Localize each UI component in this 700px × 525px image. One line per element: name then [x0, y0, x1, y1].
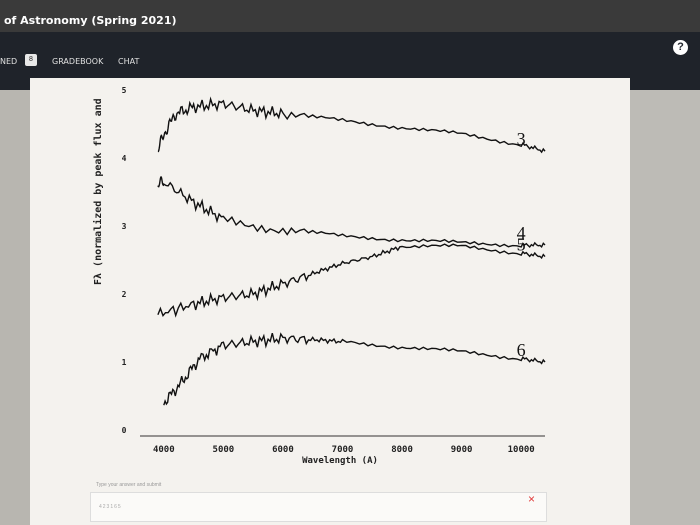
nav-item-chat[interactable]: CHAT: [118, 57, 140, 66]
window-titlebar: of Astronomy (Spring 2021): [0, 0, 700, 32]
y-tick-label: 0: [122, 426, 127, 435]
series-label-5: 5: [517, 235, 526, 255]
answer-hint: Type your answer and submit: [96, 482, 162, 488]
y-tick-label: 3: [122, 222, 127, 231]
left-edge-panel: [0, 90, 30, 525]
x-tick-label: 7000: [332, 445, 354, 455]
series-label-4: 4: [517, 223, 526, 243]
x-tick-label: 8000: [391, 445, 413, 455]
x-tick-label: 5000: [213, 445, 235, 455]
x-tick-label: 10000: [508, 445, 535, 455]
y-axis-label: Fλ (normalized by peak flux and: [92, 98, 104, 285]
nav-count-badge: 8: [25, 54, 37, 66]
series-label-6: 6: [517, 340, 526, 360]
window-title: of Astronomy (Spring 2021): [4, 14, 177, 27]
spectrum-line-5: [157, 243, 546, 318]
y-tick-label: 5: [122, 86, 127, 95]
spectrum-line-4: [157, 176, 546, 249]
right-edge-panel: [630, 90, 700, 525]
y-tick-label: 4: [122, 154, 127, 163]
y-tick-label: 1: [122, 358, 127, 367]
answer-value: 423165: [99, 504, 122, 510]
spectrum-line-6: [163, 332, 546, 406]
y-tick-label: 2: [122, 290, 127, 299]
nav-item-gradebook[interactable]: GRADEBOOK: [52, 57, 104, 66]
spectra-chart: 4000 5000 6000 7000 8000 9000 100000123453456 …: [92, 86, 546, 466]
question-panel: [30, 78, 630, 525]
x-tick-label: 6000: [272, 445, 294, 455]
clear-icon[interactable]: ×: [528, 492, 536, 506]
x-axis-label: Wavelength (A): [302, 456, 378, 466]
x-tick-label: 4000: [153, 445, 175, 455]
series-label-3: 3: [517, 129, 526, 149]
spectrum-line-3: [157, 96, 546, 154]
help-icon[interactable]: ?: [673, 40, 688, 55]
x-tick-label: 9000: [451, 445, 473, 455]
nav-item-partial[interactable]: NED: [0, 57, 18, 66]
answer-input[interactable]: 423165: [90, 492, 547, 522]
